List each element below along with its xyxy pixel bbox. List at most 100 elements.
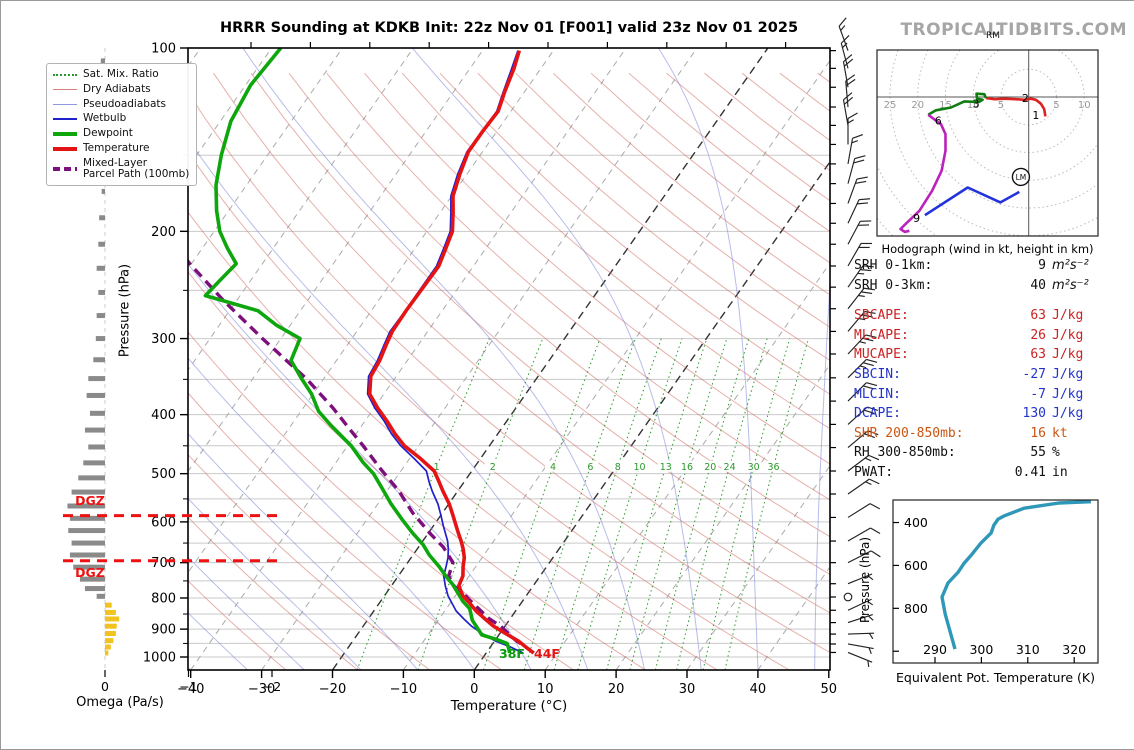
stat-unit: in bbox=[1052, 465, 1068, 480]
omega-bar-positive bbox=[68, 528, 105, 533]
barb-feather bbox=[853, 135, 863, 139]
x-axis-tick-label: 0 bbox=[470, 682, 478, 697]
legend-label: Dry Adiabats bbox=[83, 84, 151, 95]
barb-staff bbox=[848, 221, 860, 244]
legend-swatch-dewpoint bbox=[53, 132, 77, 136]
barb-half-feather bbox=[868, 660, 869, 666]
pressure-tick-label: 900 bbox=[151, 623, 176, 638]
omega-bar-negative bbox=[105, 645, 111, 650]
omega-bar-positive bbox=[85, 428, 105, 433]
mixing-ratio-line bbox=[357, 339, 489, 670]
omega-bar-positive bbox=[78, 475, 105, 480]
omega-bar-negative bbox=[105, 651, 108, 656]
barb-feather bbox=[857, 177, 868, 179]
stat-value: 9 bbox=[972, 258, 1046, 273]
barb-half-feather bbox=[841, 26, 845, 31]
hodograph-ring-label: 10 bbox=[1078, 100, 1091, 111]
omega-bar-positive bbox=[98, 290, 105, 295]
isotherm-line bbox=[191, 48, 626, 670]
legend-swatch-pseudo bbox=[53, 104, 77, 105]
mixing-ratio-line bbox=[484, 339, 601, 670]
omega-bar-negative bbox=[105, 610, 116, 615]
legend-item: Dry Adiabats bbox=[53, 84, 191, 95]
mixing-ratio-label: 16 bbox=[681, 462, 693, 473]
mixing-ratio-line bbox=[578, 339, 682, 670]
omega-bar-positive bbox=[72, 541, 105, 546]
legend-item: Dewpoint bbox=[53, 128, 191, 139]
watermark: TROPICALTIDBITS.COM bbox=[900, 20, 1127, 40]
thetae-pressure-label: Pressure (hPa) bbox=[858, 515, 872, 645]
barb-staff bbox=[848, 179, 857, 203]
wind-barb bbox=[839, 18, 848, 51]
legend-label: Dewpoint bbox=[83, 128, 133, 139]
omega-bar-positive bbox=[97, 266, 105, 271]
mixing-ratio-line bbox=[630, 339, 727, 670]
stat-label: SRH 0-3km: bbox=[854, 278, 932, 293]
barb-staff bbox=[848, 652, 872, 662]
x-axis-tick-label: −20 bbox=[319, 682, 346, 697]
stat-unit: J/kg bbox=[1052, 387, 1083, 402]
calm-circle bbox=[844, 593, 852, 601]
pseudoadiabat-line bbox=[1, 48, 21, 670]
legend-label: Mixed-Layer Parcel Path (100mb) bbox=[83, 158, 189, 181]
pressure-tick-label: 100 bbox=[151, 42, 176, 57]
pseudoadiabat-line bbox=[815, 48, 838, 670]
omega-bar-positive bbox=[85, 586, 105, 591]
stat-value: 0.41 bbox=[972, 465, 1046, 480]
barb-feather bbox=[839, 18, 846, 26]
stat-label: SBCIN: bbox=[854, 367, 901, 382]
barb-feather bbox=[871, 551, 880, 557]
barb-half-feather bbox=[848, 120, 854, 123]
omega-bar-positive bbox=[97, 313, 105, 318]
omega-bar-positive bbox=[99, 215, 105, 220]
stat-unit: m²s⁻² bbox=[1052, 258, 1089, 273]
pressure-tick-label: 300 bbox=[151, 332, 176, 347]
omega-bar-negative bbox=[105, 624, 117, 629]
rm-marker-label: RM bbox=[986, 31, 1000, 41]
stat-label: SHR 200-850mb: bbox=[854, 426, 964, 441]
stat-value: 130 bbox=[972, 406, 1046, 421]
hodograph-bg bbox=[877, 50, 1098, 236]
mixing-ratio-label: 13 bbox=[660, 462, 672, 473]
omega-bar-negative bbox=[105, 616, 119, 621]
x-axis-tick-label: 30 bbox=[679, 682, 696, 697]
legend-item: Temperature bbox=[53, 143, 191, 154]
hodograph-height-label: 9 bbox=[913, 212, 920, 225]
stat-value: 40 bbox=[972, 278, 1046, 293]
mixing-ratio-label: 4 bbox=[550, 462, 556, 473]
mixing-ratio-label: 10 bbox=[633, 462, 645, 473]
x-axis-tick-label: 50 bbox=[821, 682, 838, 697]
legend-item: Wetbulb bbox=[53, 113, 191, 124]
pressure-tick-label: 400 bbox=[151, 408, 176, 423]
omega-bar-positive bbox=[97, 594, 105, 599]
isotherm-line bbox=[474, 48, 909, 670]
hodograph-caption: Hodograph (wind in kt, height in km) bbox=[867, 242, 1108, 256]
wind-barb bbox=[848, 644, 874, 654]
x-axis-tick-label: −10 bbox=[390, 682, 417, 697]
stat-unit: % bbox=[1052, 445, 1060, 460]
thetae-y-tick-label: 400 bbox=[904, 515, 928, 530]
mixing-ratio-label: 6 bbox=[587, 462, 593, 473]
thetae-y-tick-label: 600 bbox=[904, 558, 928, 573]
barb-feather bbox=[859, 199, 870, 200]
stat-row: RH 300-850mb:55% bbox=[854, 445, 1120, 465]
stat-value: 63 bbox=[972, 347, 1046, 362]
hodograph-height-label: 1 bbox=[1032, 109, 1039, 122]
omega-tick-label: 0 bbox=[101, 679, 109, 694]
omega-bar-positive bbox=[102, 189, 105, 194]
legend-item: Sat. Mix. Ratio bbox=[53, 69, 191, 80]
mixing-ratio-label: 20 bbox=[704, 462, 716, 473]
stat-label: SRH 0-1km: bbox=[854, 258, 932, 273]
hodograph-ring-label: 20 bbox=[911, 100, 924, 111]
omega-bar-positive bbox=[98, 242, 105, 247]
legend-label: Pseudoadiabats bbox=[83, 99, 166, 110]
legend-item: Mixed-Layer Parcel Path (100mb) bbox=[53, 158, 191, 181]
stat-value: -27 bbox=[972, 367, 1046, 382]
